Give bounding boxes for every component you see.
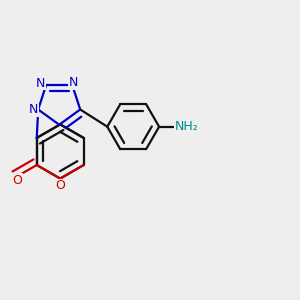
Text: N: N xyxy=(36,76,46,89)
Text: NH₂: NH₂ xyxy=(175,120,199,133)
Text: N: N xyxy=(29,103,38,116)
Text: O: O xyxy=(55,179,65,192)
Text: O: O xyxy=(12,174,22,187)
Text: N: N xyxy=(69,76,78,89)
